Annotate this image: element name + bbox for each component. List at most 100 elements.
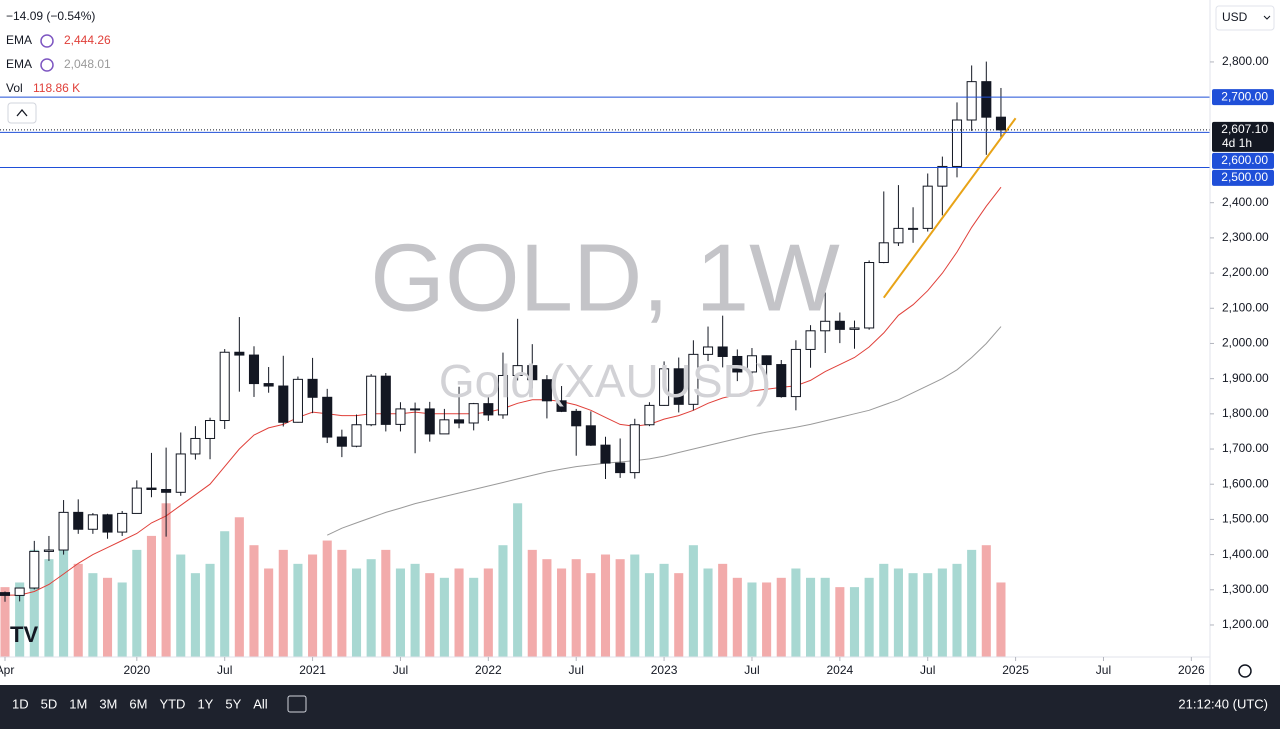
volume-bar (264, 568, 274, 657)
timeframe-button[interactable]: 1Y (197, 696, 213, 711)
volume-bar (849, 587, 860, 657)
candle-body (175, 453, 186, 493)
y-tick-label: 1,200.00 (1222, 617, 1269, 631)
x-tick-label: Jul (1096, 663, 1111, 677)
x-tick-label: Jul (393, 663, 408, 677)
candle-body (820, 320, 831, 332)
timeframe-button[interactable]: 1D (12, 696, 29, 711)
candle-body (659, 368, 670, 406)
x-tick-label: Jul (744, 663, 759, 677)
x-tick-label: 2020 (123, 663, 150, 677)
candle-body (585, 425, 596, 446)
candle-body (951, 119, 963, 167)
candle-body (366, 375, 377, 426)
candle-body (805, 330, 816, 350)
volume-bar (73, 563, 83, 657)
volume-bar (820, 577, 830, 657)
candle-body (483, 403, 494, 416)
x-tick-label: 2021 (299, 663, 326, 677)
price-badge (1212, 89, 1274, 106)
timeframe-button[interactable]: All (253, 696, 268, 711)
legend-value: 118.86 K (33, 81, 80, 95)
price-badge (1212, 121, 1274, 152)
volume-bar (88, 573, 98, 657)
volume-bar (542, 559, 552, 657)
candle-body (864, 262, 875, 329)
candle-body (146, 487, 157, 490)
settings-icon[interactable] (1238, 664, 1252, 678)
candle-body (629, 424, 640, 474)
volume-bar (366, 559, 376, 657)
volume-bar (688, 545, 698, 657)
y-tick-label: 1,800.00 (1222, 406, 1269, 420)
candle-body (161, 488, 172, 493)
candle-body (878, 242, 889, 264)
volume-bar (703, 568, 713, 657)
volume-bar (234, 517, 244, 657)
volume-bar (776, 577, 786, 657)
timeframe-button[interactable]: 5Y (225, 696, 241, 711)
legend: EMA 2,444.26 EMA 2,048.01 Vol 118.86 K (6, 33, 111, 95)
candle-body (307, 378, 318, 398)
volume-bar (967, 549, 977, 657)
volume-bar (161, 503, 171, 657)
date-range-icon[interactable] (287, 695, 307, 713)
legend-name: EMA (6, 33, 32, 47)
candle-body (73, 511, 84, 530)
candle-body (263, 383, 274, 387)
price-change: −14.09 (−0.54%) (6, 9, 95, 23)
collapse-button[interactable] (7, 102, 37, 124)
volume-bar (395, 568, 405, 657)
volume-bar (15, 582, 25, 657)
x-tick-label: Apr (0, 663, 14, 677)
volume-bar (249, 545, 259, 657)
candle-body (541, 379, 552, 402)
timeframe-bar: 1D 5D 1M 3M 6M YTD 1Y 5Y All (12, 696, 268, 711)
candle-body (219, 351, 230, 422)
volume-bar (762, 582, 772, 657)
candle-body (702, 346, 714, 355)
volume-bar (513, 503, 523, 657)
volume-bar (718, 563, 728, 657)
collapse-icon (16, 108, 28, 117)
volume-bar (293, 563, 303, 657)
candle-body (424, 408, 435, 435)
volume-bar (615, 559, 625, 657)
candle-body (292, 378, 303, 423)
candle-body (922, 185, 933, 229)
volume-bar (674, 573, 684, 657)
timeframe-button[interactable]: YTD (159, 696, 185, 711)
price-badge-label: 2,607.10 (1221, 122, 1268, 136)
trend-line (882, 117, 1017, 299)
volume-bar (278, 549, 288, 657)
y-tick-label: 2,400.00 (1222, 195, 1269, 209)
candle-body (600, 444, 611, 464)
volume-bar (29, 549, 39, 657)
price-badge-label: 2,600.00 (1221, 153, 1268, 167)
y-tick-label: 2,800.00 (1222, 54, 1269, 68)
x-tick-label: 2024 (826, 663, 853, 677)
timeframe-button[interactable]: 1M (69, 696, 87, 711)
candle-body (908, 227, 919, 230)
volume-bar (732, 577, 742, 657)
candle-body (14, 587, 25, 596)
watermark-subtitle: Gold (XAUUSD) (439, 355, 771, 407)
legend-icon (40, 34, 54, 48)
candle-body (102, 514, 113, 533)
timeframe-button[interactable]: 6M (129, 696, 147, 711)
timeframe-button[interactable]: 5D (41, 696, 58, 711)
y-tick-label: 2,300.00 (1222, 230, 1269, 244)
timeframe-button[interactable]: 3M (99, 696, 117, 711)
volume-bar (190, 573, 200, 657)
candle-body (571, 410, 582, 427)
volume-bar (117, 582, 127, 657)
legend-name: Vol (6, 81, 23, 95)
candle-body (717, 346, 728, 357)
currency-select[interactable] (1215, 5, 1275, 31)
candle-body (893, 227, 904, 244)
volume-bar (747, 582, 757, 657)
y-tick-label: 1,400.00 (1222, 547, 1269, 561)
candle-body (248, 354, 260, 385)
x-tick-label: 2023 (651, 663, 678, 677)
candle-body (556, 400, 567, 412)
